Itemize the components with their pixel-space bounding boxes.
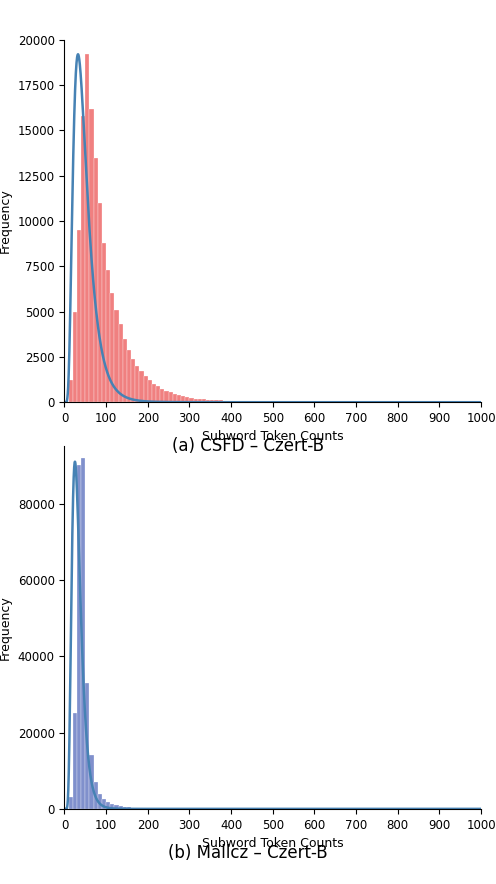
Bar [110,293,115,402]
Bar [219,400,223,402]
Bar [160,389,165,402]
Bar [94,157,98,402]
Bar [148,380,152,402]
Bar [198,399,202,402]
Bar [135,366,139,402]
Bar [77,230,81,402]
X-axis label: Subword Token Counts: Subword Token Counts [202,837,344,850]
Bar [193,399,198,402]
Bar [102,243,106,402]
Bar [139,371,144,402]
Bar [131,359,135,402]
Bar [68,797,73,809]
Bar [115,309,119,402]
Bar [119,324,123,402]
Bar [81,116,85,402]
Y-axis label: Frequency: Frequency [0,595,12,660]
Bar [119,806,123,809]
Text: (a) CSFD – Czert-B: (a) CSFD – Czert-B [172,438,324,455]
Bar [115,805,119,809]
Bar [68,380,73,402]
Bar [81,458,85,809]
Bar [127,807,131,809]
Bar [98,794,102,809]
Bar [210,400,214,402]
Bar [106,270,110,402]
Bar [123,339,127,402]
Bar [94,782,98,809]
Bar [206,400,210,402]
Bar [85,54,89,402]
Bar [186,397,189,402]
Bar [156,386,160,402]
Bar [181,396,186,402]
Bar [152,384,156,402]
Bar [173,394,177,402]
Bar [89,756,94,809]
Bar [89,109,94,402]
Bar [189,398,193,402]
X-axis label: Subword Token Counts: Subword Token Counts [202,431,344,444]
Bar [123,807,127,809]
Bar [85,683,89,809]
Bar [231,401,235,402]
Bar [73,311,77,402]
Bar [223,400,227,402]
Bar [240,401,244,402]
Bar [77,466,81,809]
Bar [102,799,106,809]
Bar [106,803,110,809]
Y-axis label: Frequency: Frequency [0,188,12,254]
Text: (b) Mallcz – Czert-B: (b) Mallcz – Czert-B [168,844,328,862]
Bar [177,395,181,402]
Bar [131,808,135,809]
Bar [144,376,148,402]
Bar [202,400,206,402]
Bar [135,808,139,809]
Bar [169,392,173,402]
Bar [235,401,240,402]
Bar [214,400,219,402]
Bar [165,391,169,402]
Bar [73,713,77,809]
Bar [110,804,115,809]
Bar [127,350,131,402]
Bar [227,400,231,402]
Bar [98,202,102,402]
